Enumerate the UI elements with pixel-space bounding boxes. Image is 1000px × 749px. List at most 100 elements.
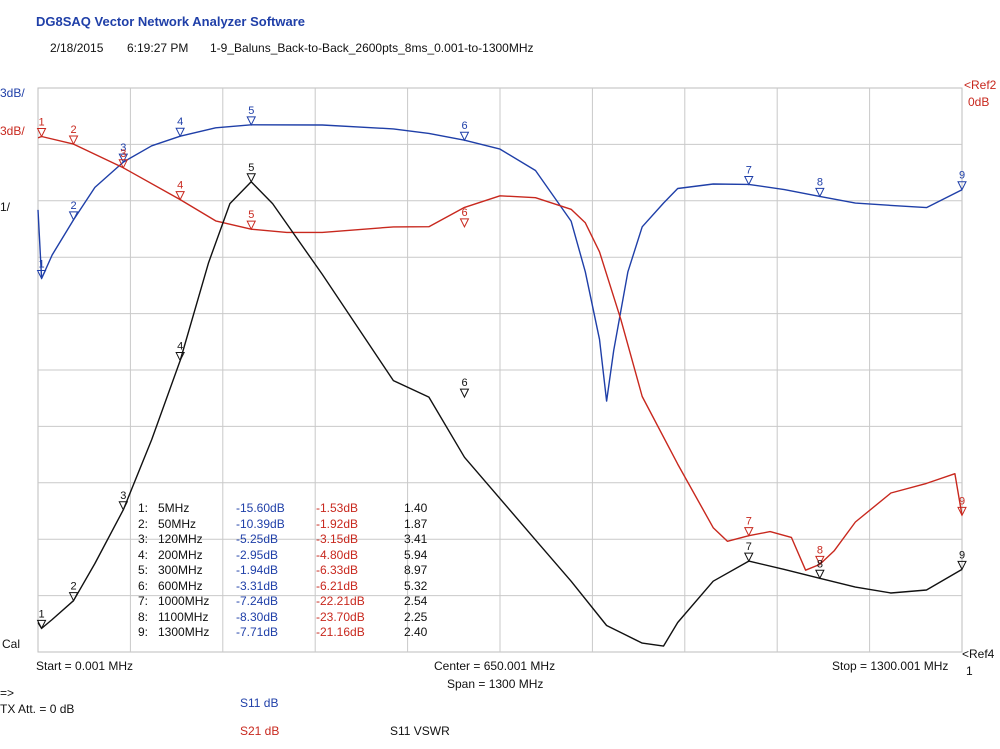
trace-s11-db (37, 124, 963, 402)
marker-triangle (957, 181, 967, 191)
marker-triangle (175, 127, 185, 138)
legend-s11-db[interactable]: S11 dB (240, 696, 279, 710)
marker-triangle (36, 619, 47, 630)
marker-vswr: 2.25 (404, 609, 428, 624)
tx-attenuation: TX Att. = 0 dB (0, 702, 75, 716)
marker-number: 6 (461, 207, 467, 219)
marker-vswr: 2.54 (404, 594, 428, 608)
trace-s21-db (37, 135, 963, 571)
plot-grid (37, 87, 963, 653)
cal-label: Cal (2, 637, 21, 651)
marker-vswr: 5.32 (404, 578, 428, 593)
marker-triangle (815, 569, 825, 580)
marker-s11: -15.60dB (236, 501, 285, 515)
span-frequency: Span = 1300 MHz (447, 677, 544, 691)
marker-number: 9 (959, 170, 965, 182)
marker-vswr: 1.40 (404, 501, 428, 515)
marker-s21: -4.80dB (316, 547, 359, 562)
marker-triangle (459, 131, 470, 142)
marker-triangle (246, 116, 257, 126)
app-title: DG8SAQ Vector Network Analyzer Software (36, 14, 305, 29)
plot-markers: 1 2 3 4 5 6 7 8 9 1 2 3 4 5 6 7 8 9 1 2 3 4 5 6 7 8 9 (36, 105, 967, 630)
marker-vswr: 5.94 (404, 547, 428, 562)
s21-scale-label: 3dB/ (0, 124, 25, 138)
marker-number: 5 (248, 105, 254, 117)
measurement-name: 1-9_Baluns_Back-to-Back_2600pts_8ms_0.00… (210, 41, 534, 55)
marker-number: 9 (959, 495, 965, 507)
marker-frequency: 1000MHz (158, 594, 210, 608)
marker-triangle (743, 552, 754, 563)
marker-s21: -6.33dB (316, 563, 359, 577)
marker-vswr: 3.41 (404, 532, 428, 546)
marker-number: 3 (120, 148, 126, 160)
marker-triangle (815, 555, 825, 566)
marker-s11: -1.94dB (236, 563, 279, 577)
marker-triangle (246, 173, 257, 183)
marker-triangle (175, 352, 185, 362)
center-frequency: Center = 650.001 MHz (434, 659, 556, 673)
marker-s11: -7.24dB (236, 594, 279, 608)
marker-s11: -2.95dB (236, 547, 279, 562)
marker-number: 4 (177, 116, 183, 128)
ref-bottom-label: <Ref4 (962, 647, 995, 661)
measurement-date: 2/18/2015 (50, 41, 104, 55)
marker-index: 5: (138, 563, 149, 577)
marker-number: 1 (39, 117, 45, 129)
measurement-time: 6:19:27 PM (127, 41, 189, 55)
marker-index: 1: (138, 501, 149, 515)
marker-number: 5 (248, 162, 254, 174)
marker-triangle (36, 128, 47, 138)
marker-triangle (957, 506, 967, 517)
marker-triangle (459, 218, 470, 228)
marker-triangle (815, 187, 825, 198)
marker-number: 7 (746, 541, 752, 553)
marker-index: 4: (138, 547, 149, 562)
marker-vswr: 1.87 (404, 516, 428, 531)
marker-number: 7 (746, 516, 752, 528)
marker-number: 9 (959, 549, 965, 561)
marker-triangle (68, 211, 79, 222)
marker-s11: -7.71dB (236, 625, 279, 639)
plot-traces (37, 124, 963, 647)
marker-triangle (957, 560, 967, 571)
stop-frequency: Stop = 1300.001 MHz (832, 659, 949, 673)
marker-triangle (68, 592, 79, 602)
ref-top-value: 0dB (968, 95, 990, 109)
marker-triangle (68, 135, 79, 146)
marker-number: 4 (177, 180, 183, 192)
marker-index: 2: (138, 516, 149, 531)
marker-triangle (175, 191, 185, 201)
marker-triangle (743, 527, 754, 537)
marker-frequency: 120MHz (158, 532, 203, 546)
marker-triangle (459, 388, 470, 399)
marker-index: 3: (138, 532, 149, 546)
legend-s11-vswr[interactable]: S11 VSWR (390, 724, 450, 738)
marker-triangle (36, 270, 47, 280)
marker-frequency: 200MHz (158, 547, 203, 562)
marker-number: 6 (461, 377, 467, 389)
marker-s21: -23.70dB (316, 609, 365, 624)
trace-s11-vswr (37, 181, 963, 647)
marker-index: 8: (138, 609, 149, 624)
marker-number: 2 (71, 124, 77, 136)
marker-s11: -8.30dB (236, 609, 279, 624)
marker-number: 3 (120, 490, 126, 502)
start-frequency: Start = 0.001 MHz (36, 659, 134, 673)
marker-triangle (118, 153, 129, 164)
marker-s21: -1.53dB (316, 501, 359, 515)
marker-s21: -1.92dB (316, 516, 359, 531)
marker-frequency: 1300MHz (158, 625, 210, 639)
marker-frequency: 600MHz (158, 578, 203, 593)
marker-number: 1 (39, 259, 45, 271)
marker-number: 1 (39, 608, 45, 620)
marker-s21: -3.15dB (316, 532, 359, 546)
marker-frequency: 300MHz (158, 563, 203, 577)
marker-number: 2 (71, 581, 77, 593)
marker-index: 6: (138, 578, 149, 593)
legend-s21-db[interactable]: S21 dB (240, 724, 280, 738)
marker-frequency: 1100MHz (158, 609, 209, 624)
arrow-indicator: => (0, 686, 15, 700)
marker-number: 8 (817, 558, 823, 570)
